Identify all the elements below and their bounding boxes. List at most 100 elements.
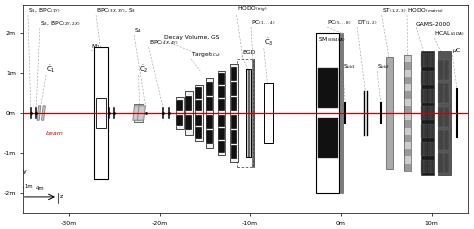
Bar xyxy=(431,160,434,173)
Text: Č$_1$: Č$_1$ xyxy=(46,63,56,75)
Bar xyxy=(444,60,449,80)
Polygon shape xyxy=(37,106,41,120)
Text: HODO$_{(matrix)}$: HODO$_{(matrix)}$ xyxy=(407,7,444,15)
Text: beam: beam xyxy=(46,131,64,136)
Bar xyxy=(386,57,393,169)
Bar xyxy=(218,86,225,98)
Bar xyxy=(428,53,430,67)
Text: S$_1$, BPC$_{(1Y)}$: S$_1$, BPC$_{(1Y)}$ xyxy=(28,7,61,15)
Bar xyxy=(218,71,225,155)
Bar xyxy=(176,100,183,111)
Bar xyxy=(421,124,424,138)
Bar xyxy=(424,71,427,85)
Bar xyxy=(404,164,411,171)
Bar xyxy=(404,128,411,135)
Text: BPC$_{(4X,4Y)}$: BPC$_{(4X,4Y)}$ xyxy=(149,39,178,47)
Bar xyxy=(195,115,202,126)
Bar xyxy=(444,84,449,104)
Bar xyxy=(428,89,430,103)
Bar xyxy=(318,68,337,108)
Bar xyxy=(404,135,411,142)
Bar xyxy=(438,107,444,127)
Text: 4m: 4m xyxy=(36,186,44,191)
Bar xyxy=(218,128,225,140)
Bar xyxy=(421,89,424,103)
Bar xyxy=(424,53,427,67)
Bar xyxy=(428,160,430,173)
Bar xyxy=(206,78,213,148)
Bar xyxy=(438,130,444,150)
Bar xyxy=(185,115,192,130)
Bar xyxy=(438,51,451,175)
Bar xyxy=(195,127,202,139)
Text: S$_2$, BPC$_{(2Y,2X)}$: S$_2$, BPC$_{(2Y,2X)}$ xyxy=(40,20,80,28)
Bar xyxy=(424,142,427,156)
Text: S$_4$: S$_4$ xyxy=(134,26,142,35)
Polygon shape xyxy=(42,106,46,120)
Bar xyxy=(428,142,430,156)
Bar xyxy=(231,145,237,159)
Text: z: z xyxy=(60,194,63,199)
Bar xyxy=(444,107,449,127)
Bar xyxy=(404,149,411,156)
Bar xyxy=(421,53,424,67)
Text: Č$_3$: Č$_3$ xyxy=(264,36,273,48)
Bar xyxy=(404,120,411,128)
Bar xyxy=(431,106,434,120)
Bar xyxy=(421,106,424,120)
Text: y: y xyxy=(23,169,27,174)
Text: S$_{bk2}$: S$_{bk2}$ xyxy=(377,62,390,71)
Text: HCAL$_{(GDA)}$: HCAL$_{(GDA)}$ xyxy=(434,30,465,38)
Text: BGD: BGD xyxy=(242,50,255,55)
Bar xyxy=(206,130,213,144)
Bar xyxy=(404,91,411,98)
Text: 1m: 1m xyxy=(24,184,33,189)
Bar xyxy=(231,130,237,144)
Text: M$_1$: M$_1$ xyxy=(91,42,101,51)
Bar xyxy=(424,89,427,103)
Bar xyxy=(421,142,424,156)
Bar xyxy=(438,153,444,173)
Bar xyxy=(428,71,430,85)
Text: $\mu$C: $\mu$C xyxy=(452,46,462,55)
Bar xyxy=(404,77,411,84)
Bar xyxy=(438,60,444,80)
Bar xyxy=(206,82,213,96)
Bar xyxy=(218,115,225,127)
Bar xyxy=(431,53,434,67)
Bar xyxy=(231,82,237,96)
Bar xyxy=(421,71,424,85)
Bar xyxy=(237,59,253,167)
Bar xyxy=(404,84,411,91)
Bar xyxy=(438,84,444,104)
Bar xyxy=(134,104,143,122)
Bar xyxy=(218,99,225,111)
Bar xyxy=(246,69,251,157)
Bar xyxy=(176,97,183,129)
Bar xyxy=(218,141,225,153)
Text: GAMS-2000: GAMS-2000 xyxy=(416,22,451,27)
Bar xyxy=(404,98,411,106)
Bar xyxy=(230,64,238,162)
Bar xyxy=(316,33,339,193)
Bar xyxy=(424,160,427,173)
Bar xyxy=(195,100,202,111)
Bar xyxy=(195,85,202,141)
Bar xyxy=(185,91,192,135)
Bar xyxy=(404,62,411,70)
Text: HODO$_{(trig)}$: HODO$_{(trig)}$ xyxy=(237,5,267,15)
Bar xyxy=(231,67,237,81)
Bar xyxy=(424,124,427,138)
Bar xyxy=(431,89,434,103)
Bar xyxy=(424,106,427,120)
Text: Decay Volume, GS: Decay Volume, GS xyxy=(164,35,219,40)
Bar xyxy=(176,115,183,126)
Bar xyxy=(428,124,430,138)
Bar xyxy=(404,106,411,113)
Bar xyxy=(94,47,108,179)
Bar xyxy=(218,73,225,85)
Bar xyxy=(206,115,213,129)
Bar xyxy=(404,55,411,171)
Text: PC$_{(5...8)}$: PC$_{(5...8)}$ xyxy=(327,19,352,27)
Bar xyxy=(231,115,237,129)
